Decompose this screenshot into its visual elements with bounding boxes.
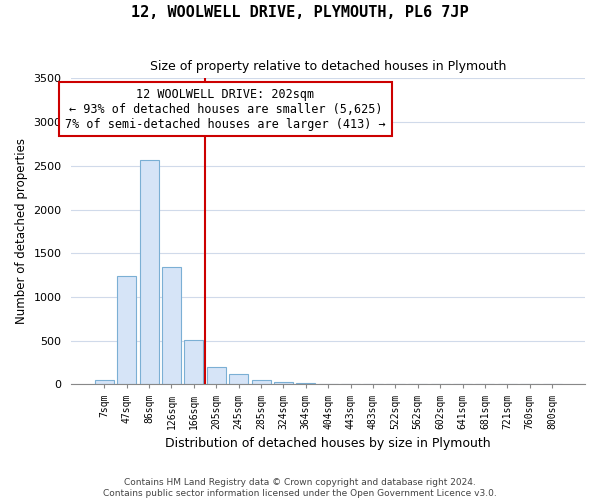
Text: 12 WOOLWELL DRIVE: 202sqm
← 93% of detached houses are smaller (5,625)
7% of sem: 12 WOOLWELL DRIVE: 202sqm ← 93% of detac… xyxy=(65,88,386,130)
X-axis label: Distribution of detached houses by size in Plymouth: Distribution of detached houses by size … xyxy=(166,437,491,450)
Text: 12, WOOLWELL DRIVE, PLYMOUTH, PL6 7JP: 12, WOOLWELL DRIVE, PLYMOUTH, PL6 7JP xyxy=(131,5,469,20)
Bar xyxy=(117,276,136,384)
Bar xyxy=(251,380,271,384)
Bar xyxy=(95,380,114,384)
Text: Contains HM Land Registry data © Crown copyright and database right 2024.
Contai: Contains HM Land Registry data © Crown c… xyxy=(103,478,497,498)
Y-axis label: Number of detached properties: Number of detached properties xyxy=(15,138,28,324)
Title: Size of property relative to detached houses in Plymouth: Size of property relative to detached ho… xyxy=(150,60,506,73)
Bar xyxy=(296,383,316,384)
Bar xyxy=(184,340,203,384)
Bar xyxy=(207,367,226,384)
Bar xyxy=(140,160,158,384)
Bar xyxy=(274,382,293,384)
Bar xyxy=(229,374,248,384)
Bar xyxy=(162,267,181,384)
